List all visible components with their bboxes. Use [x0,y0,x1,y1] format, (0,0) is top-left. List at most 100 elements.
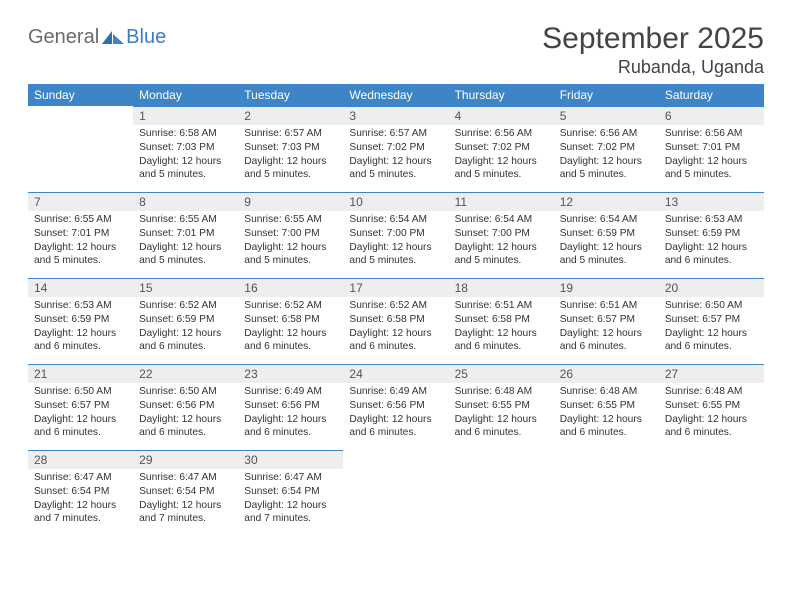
day-number: 12 [554,192,659,211]
location: Rubanda, Uganda [542,57,764,78]
logo: General Blue [28,22,166,49]
daylight-line: Daylight: 12 hours and 5 minutes. [139,155,232,183]
sunrise-line: Sunrise: 6:52 AM [244,299,337,313]
calendar-cell: 12Sunrise: 6:54 AMSunset: 6:59 PMDayligh… [554,192,659,278]
sunset-line: Sunset: 6:58 PM [244,313,337,327]
sunset-line: Sunset: 7:00 PM [349,227,442,241]
sunrise-line: Sunrise: 6:55 AM [34,213,127,227]
day-number: 23 [238,364,343,383]
daylight-line: Daylight: 12 hours and 6 minutes. [455,413,548,441]
sunset-line: Sunset: 6:55 PM [560,399,653,413]
sunrise-line: Sunrise: 6:57 AM [349,127,442,141]
day-body: Sunrise: 6:54 AMSunset: 7:00 PMDaylight:… [449,211,554,272]
day-body: Sunrise: 6:50 AMSunset: 6:56 PMDaylight:… [133,383,238,444]
day-number: 2 [238,106,343,125]
day-body: Sunrise: 6:53 AMSunset: 6:59 PMDaylight:… [28,297,133,358]
sunset-line: Sunset: 6:57 PM [560,313,653,327]
daylight-line: Daylight: 12 hours and 5 minutes. [349,241,442,269]
sunset-line: Sunset: 7:01 PM [139,227,232,241]
day-body: Sunrise: 6:49 AMSunset: 6:56 PMDaylight:… [343,383,448,444]
day-number: 15 [133,278,238,297]
day-body: Sunrise: 6:50 AMSunset: 6:57 PMDaylight:… [659,297,764,358]
daylight-line: Daylight: 12 hours and 5 minutes. [455,241,548,269]
header: General Blue September 2025 Rubanda, Uga… [28,22,764,78]
day-number: 6 [659,106,764,125]
calendar-week-row: 28 Sunrise: 6:47 AMSunset: 6:54 PMDayligh… [28,450,764,536]
daylight-line: Daylight: 12 hours and 6 minutes. [665,413,758,441]
calendar-cell: 24Sunrise: 6:49 AMSunset: 6:56 PMDayligh… [343,364,448,450]
calendar-week-row: 7Sunrise: 6:55 AMSunset: 7:01 PMDaylight… [28,192,764,278]
sunrise-line: Sunrise: 6:56 AM [665,127,758,141]
day-number: 26 [554,364,659,383]
sunset-line: Sunset: 6:55 PM [455,399,548,413]
daylight-line: Daylight: 12 hours and 6 minutes. [244,327,337,355]
logo-text-general: General [28,26,99,49]
daylight-line: Daylight: 12 hours and 6 minutes. [34,327,127,355]
daylight-line: Daylight: 12 hours and 6 minutes. [560,327,653,355]
day-body: Sunrise: 6:51 AMSunset: 6:58 PMDaylight:… [449,297,554,358]
weekday-header: Friday [554,84,659,106]
calendar-cell: 3Sunrise: 6:57 AMSunset: 7:02 PMDaylight… [343,106,448,192]
calendar-cell: 26Sunrise: 6:48 AMSunset: 6:55 PMDayligh… [554,364,659,450]
day-number: 11 [449,192,554,211]
calendar-week-row: 21Sunrise: 6:50 AMSunset: 6:57 PMDayligh… [28,364,764,450]
weekday-header: Monday [133,84,238,106]
title-block: September 2025 Rubanda, Uganda [542,22,764,78]
calendar-table: SundayMondayTuesdayWednesdayThursdayFrid… [28,84,764,536]
weekday-header: Wednesday [343,84,448,106]
sunset-line: Sunset: 6:59 PM [139,313,232,327]
sunrise-line: Sunrise: 6:54 AM [349,213,442,227]
day-body: Sunrise: 6:55 AMSunset: 7:00 PMDaylight:… [238,211,343,272]
daylight-line: Daylight: 12 hours and 5 minutes. [244,241,337,269]
calendar-cell: 8Sunrise: 6:55 AMSunset: 7:01 PMDaylight… [133,192,238,278]
sunrise-line: Sunrise: 6:54 AM [455,213,548,227]
sunrise-line: Sunrise: 6:53 AM [34,299,127,313]
calendar-week-row: 1Sunrise: 6:58 AMSunset: 7:03 PMDaylight… [28,106,764,192]
daylight-line: Daylight: 12 hours and 7 minutes. [244,499,337,527]
day-number: 1 [133,106,238,125]
weekday-header: Saturday [659,84,764,106]
daylight-line: Daylight: 12 hours and 6 minutes. [244,413,337,441]
day-body: Sunrise: 6:47 AMSunset: 6:54 PMDaylight:… [238,469,343,530]
calendar-head: SundayMondayTuesdayWednesdayThursdayFrid… [28,84,764,106]
sunset-line: Sunset: 7:02 PM [560,141,653,155]
day-number: 24 [343,364,448,383]
day-number: 21 [28,364,133,383]
day-number: 30 [238,450,343,469]
sunset-line: Sunset: 7:01 PM [34,227,127,241]
day-body: Sunrise: 6:49 AMSunset: 6:56 PMDaylight:… [238,383,343,444]
calendar-cell: 18Sunrise: 6:51 AMSunset: 6:58 PMDayligh… [449,278,554,364]
logo-sail-icon [102,31,124,45]
sunrise-line: Sunrise: 6:53 AM [665,213,758,227]
daylight-line: Daylight: 12 hours and 7 minutes. [34,499,127,527]
daylight-line: Daylight: 12 hours and 5 minutes. [560,155,653,183]
sunrise-line: Sunrise: 6:55 AM [139,213,232,227]
calendar-cell: 21Sunrise: 6:50 AMSunset: 6:57 PMDayligh… [28,364,133,450]
sunset-line: Sunset: 6:56 PM [139,399,232,413]
day-number: 7 [28,192,133,211]
sunrise-line: Sunrise: 6:50 AM [139,385,232,399]
day-number: 29 [133,450,238,469]
day-body: Sunrise: 6:57 AMSunset: 7:02 PMDaylight:… [343,125,448,186]
sunset-line: Sunset: 7:02 PM [349,141,442,155]
sunset-line: Sunset: 6:58 PM [349,313,442,327]
day-number: 22 [133,364,238,383]
sunset-line: Sunset: 6:54 PM [34,485,127,499]
calendar-cell: 25Sunrise: 6:48 AMSunset: 6:55 PMDayligh… [449,364,554,450]
day-number: 28 [28,450,133,469]
day-number: 9 [238,192,343,211]
daylight-line: Daylight: 12 hours and 5 minutes. [139,241,232,269]
day-body: Sunrise: 6:52 AMSunset: 6:58 PMDaylight:… [238,297,343,358]
day-body: Sunrise: 6:48 AMSunset: 6:55 PMDaylight:… [659,383,764,444]
daylight-line: Daylight: 12 hours and 5 minutes. [665,155,758,183]
weekday-row: SundayMondayTuesdayWednesdayThursdayFrid… [28,84,764,106]
daylight-line: Daylight: 12 hours and 5 minutes. [244,155,337,183]
calendar-cell: 14Sunrise: 6:53 AMSunset: 6:59 PMDayligh… [28,278,133,364]
day-body: Sunrise: 6:58 AMSunset: 7:03 PMDaylight:… [133,125,238,186]
day-body: Sunrise: 6:56 AMSunset: 7:02 PMDaylight:… [449,125,554,186]
sunset-line: Sunset: 6:57 PM [665,313,758,327]
calendar-cell [343,450,448,536]
day-number: 25 [449,364,554,383]
calendar-cell: 28Sunrise: 6:47 AMSunset: 6:54 PMDayligh… [28,450,133,536]
day-number: 5 [554,106,659,125]
